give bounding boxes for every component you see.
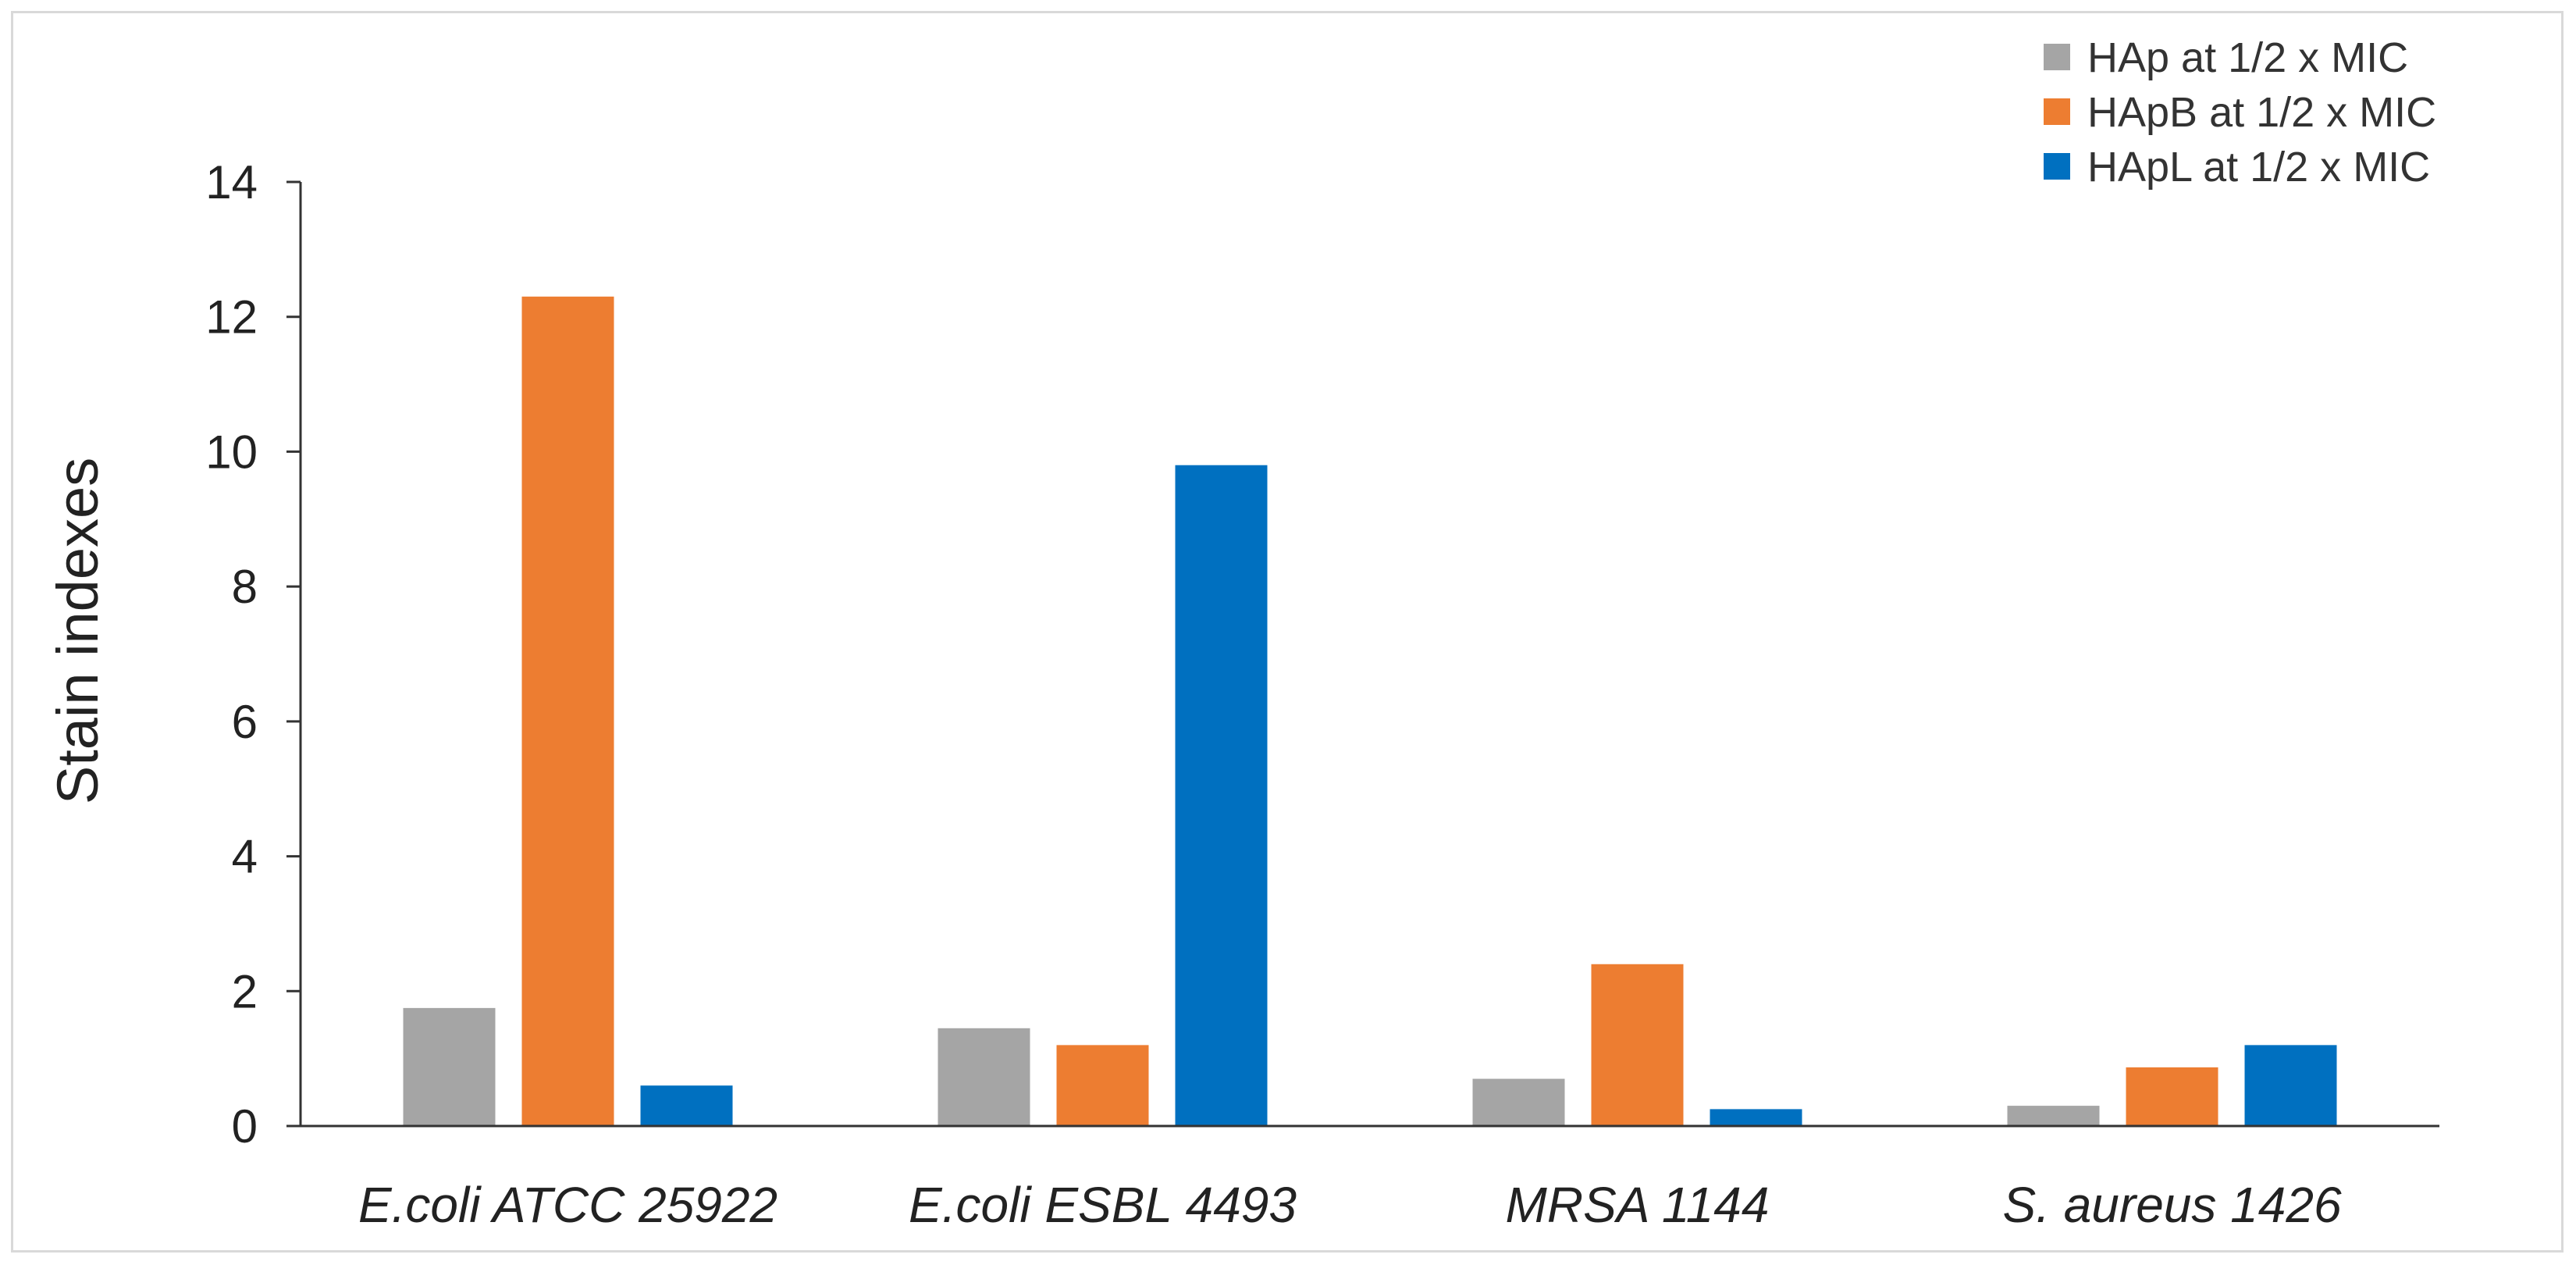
y-axis-title: Stain indexes (45, 458, 110, 804)
legend-label: HAp at 1/2 x MIC (2087, 34, 2408, 81)
legend-swatch (2044, 153, 2070, 180)
y-tick-label: 2 (232, 965, 258, 1017)
bar (1056, 1045, 1149, 1126)
x-axis: E.coli ATCC 25922 E.coli ESBL 4493 MRSA 11… (301, 1124, 2439, 1233)
y-tick-label: 0 (232, 1100, 258, 1153)
legend: HAp at 1/2 x MIC HApB at 1/2 x MIC HApL at… (2044, 34, 2436, 191)
legend-label: HApL at 1/2 x MIC (2087, 144, 2430, 191)
bar (938, 1028, 1030, 1126)
bar (1710, 1109, 1802, 1126)
legend-swatch (2044, 98, 2070, 125)
bar (1175, 465, 1268, 1126)
y-tick-label: 8 (232, 561, 258, 613)
y-tick-label: 4 (232, 831, 258, 883)
y-tick-label: 14 (205, 156, 258, 208)
bar (1591, 964, 1684, 1126)
y-tick-label: 10 (205, 426, 258, 478)
bar (2007, 1106, 2100, 1126)
y-axis: 0 2 4 6 8 10 12 14 (205, 156, 302, 1153)
bar (403, 1007, 496, 1126)
x-category-label: E.coli ATCC 25922 (358, 1177, 777, 1233)
legend-label: HApB at 1/2 x MIC (2087, 89, 2436, 136)
bar (1472, 1078, 1565, 1126)
bars (403, 296, 2337, 1126)
y-tick-label: 12 (205, 291, 258, 344)
bar (2244, 1045, 2337, 1126)
bar (2126, 1067, 2218, 1126)
bar (521, 296, 614, 1126)
legend-swatch (2044, 44, 2070, 70)
x-category-label: MRSA 1144 (1506, 1177, 1770, 1233)
bar (640, 1085, 733, 1126)
y-tick-label: 6 (232, 696, 258, 748)
x-category-label: E.coli ESBL 4493 (909, 1177, 1297, 1233)
x-category-label: S. aureus 1426 (2002, 1177, 2342, 1233)
